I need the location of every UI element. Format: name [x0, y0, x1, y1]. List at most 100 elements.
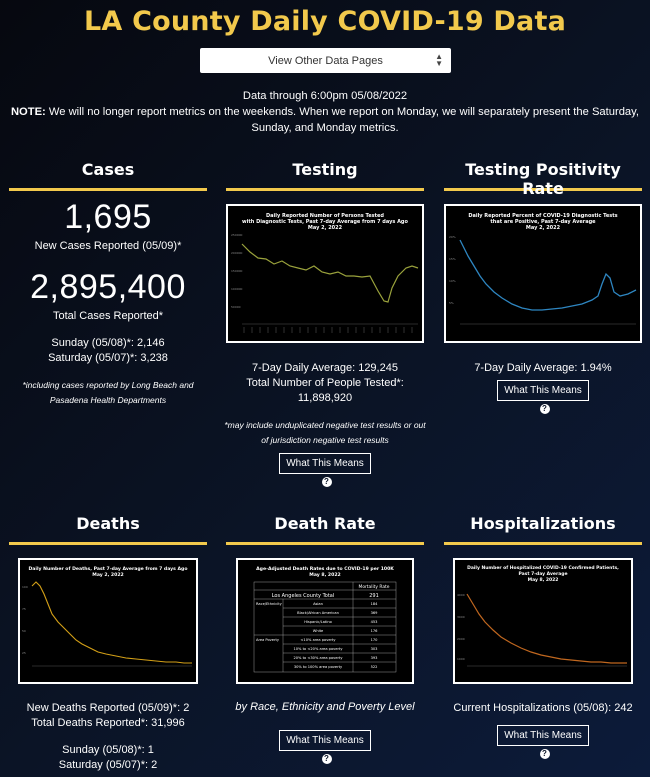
sunday-deaths: Sunday (05/08)*: 1 — [62, 744, 154, 756]
testing-section: Testing — [226, 160, 424, 191]
death-rate-section: Death Rate — [226, 514, 424, 545]
cases-section: Cases — [9, 160, 207, 191]
deaths-chart[interactable]: Daily Number of Deaths, Past 7-day Avera… — [18, 558, 198, 684]
svg-text:453: 453 — [371, 620, 378, 624]
select-arrows-icon: ▲ ▼ — [435, 52, 443, 68]
svg-text:Black/African American: Black/African American — [297, 611, 339, 615]
svg-text:170: 170 — [371, 638, 379, 642]
testing-button-label: What This Means — [286, 458, 364, 469]
death-rate-table-image[interactable]: Age-Adjusted Death Rates due to COVID-19… — [236, 558, 414, 684]
testing-heading: Testing — [292, 160, 358, 179]
positivity-section: Testing Positivity Rate — [444, 160, 642, 198]
positivity-underline — [444, 188, 642, 191]
svg-text:522: 522 — [371, 665, 378, 669]
hospitalizations-chart[interactable]: Daily Number of Hospitalized COVID-19 Co… — [453, 558, 633, 684]
positivity-what-this-means-button[interactable]: What This Means? — [497, 380, 589, 415]
svg-text:100000: 100000 — [231, 287, 243, 291]
page-title: LA County Daily COVID-19 Data — [84, 6, 566, 37]
hosp-what-this-means-button[interactable]: What This Means? — [497, 725, 589, 760]
hosp-chart-title-2: Past 7-day Average — [518, 571, 567, 577]
mortality-rate-header: Mortality Rate — [359, 584, 390, 590]
total-deaths: Total Deaths Reported*: 31,996 — [31, 717, 185, 729]
testing-chart-title-3: May 2, 2022 — [308, 225, 343, 231]
svg-text:10% to <20% area poverty: 10% to <20% area poverty — [293, 647, 343, 651]
death-rate-heading: Death Rate — [274, 514, 376, 533]
testing-average: 7-Day Daily Average: 129,245 — [252, 362, 398, 374]
svg-text:100: 100 — [22, 585, 28, 589]
svg-text:250000: 250000 — [231, 233, 243, 237]
question-icon: ? — [321, 477, 332, 488]
svg-text:184: 184 — [371, 602, 379, 606]
hosp-chart-title-1: Daily Number of Hospitalized COVID-19 Co… — [467, 565, 619, 571]
svg-text:1000: 1000 — [457, 657, 465, 661]
svg-text:15%: 15% — [449, 257, 456, 261]
testing-series-line — [241, 243, 419, 303]
deaths-series-line — [31, 581, 192, 664]
testing-what-this-means-button[interactable]: What This Means? — [279, 453, 371, 488]
svg-text:Asian: Asian — [313, 602, 323, 606]
svg-text:Race/Ethnicity: Race/Ethnicity — [256, 602, 283, 606]
deaths-underline — [9, 542, 207, 545]
positivity-button-label: What This Means — [504, 385, 582, 396]
hosp-chart-title-3: May 8, 2022 — [528, 577, 559, 583]
select-label: View Other Data Pages — [268, 54, 383, 67]
hosp-button-wrap: What This Means? — [444, 725, 642, 760]
svg-text:200000: 200000 — [231, 251, 243, 255]
hospitalizations-underline — [444, 542, 642, 545]
death-rate-button-wrap: What This Means? — [226, 730, 424, 765]
svg-text:20% to <30% area poverty: 20% to <30% area poverty — [293, 656, 343, 660]
svg-text:2000: 2000 — [457, 637, 465, 641]
positivity-chart[interactable]: Daily Reported Percent of COVID-19 Diagn… — [444, 204, 642, 343]
question-icon: ? — [539, 749, 550, 760]
svg-text:Hispanic/Latino: Hispanic/Latino — [304, 620, 332, 624]
new-cases-label: New Cases Reported (05/09)* — [34, 240, 182, 252]
note-body: We will no longer report metrics on the … — [48, 106, 640, 134]
svg-text:<10% area poverty: <10% area poverty — [300, 638, 336, 642]
death-rate-title-2: May 8, 2022 — [309, 572, 340, 578]
cases-underline — [9, 188, 207, 191]
cases-footnote: *including cases reported by Long Beach … — [22, 380, 194, 405]
svg-text:25: 25 — [22, 651, 26, 655]
positivity-heading: Testing Positivity Rate — [465, 160, 621, 198]
saturday-deaths: Saturday (05/07)*: 2 — [58, 759, 158, 771]
testing-total-value: 11,898,920 — [297, 392, 353, 404]
svg-text:369: 369 — [371, 611, 379, 615]
svg-text:3000: 3000 — [457, 615, 465, 619]
svg-text:White: White — [313, 629, 324, 633]
note-text: NOTE: We will no longer report metrics o… — [0, 104, 650, 136]
hosp-button-label: What This Means — [504, 730, 582, 741]
death-rate-what-this-means-button[interactable]: What This Means? — [279, 730, 371, 765]
deaths-chart-title-2: May 2, 2022 — [92, 572, 123, 578]
question-icon: ? — [321, 754, 332, 765]
testing-button-wrap: What This Means? — [226, 453, 424, 488]
positivity-series-line — [459, 239, 637, 311]
total-cases-label: Total Cases Reported* — [52, 310, 164, 322]
positivity-average: 7-Day Daily Average: 1.94% — [474, 362, 612, 374]
death-rate-button-label: What This Means — [286, 735, 364, 746]
hospitalizations-section: Hospitalizations — [444, 514, 642, 545]
positivity-chart-title-1: Daily Reported Percent of COVID-19 Diagn… — [468, 213, 617, 219]
testing-total-label: Total Number of People Tested*: — [246, 377, 404, 389]
cases-heading: Cases — [81, 160, 135, 179]
svg-text:20%: 20% — [449, 235, 456, 239]
svg-text:5%: 5% — [449, 301, 454, 305]
hospitalizations-heading: Hospitalizations — [470, 514, 616, 533]
svg-text:303: 303 — [371, 647, 378, 651]
question-icon: ? — [539, 404, 550, 415]
svg-text:75: 75 — [22, 607, 26, 611]
svg-text:150000: 150000 — [231, 269, 243, 273]
county-total-value: 291 — [369, 593, 379, 599]
svg-text:393: 393 — [371, 656, 378, 660]
data-pages-select[interactable]: View Other Data Pages ▲ ▼ — [200, 48, 451, 73]
positivity-chart-title-3: May 2, 2022 — [526, 225, 561, 231]
testing-chart-title-2: with Diagnostic Tests, Past 7-day Averag… — [242, 219, 408, 225]
county-total-label: Los Angeles County Total — [272, 593, 335, 599]
hosp-series-line — [466, 593, 627, 664]
death-rate-underline — [226, 542, 424, 545]
new-deaths: New Deaths Reported (05/09)*: 2 — [26, 702, 190, 714]
svg-text:4000: 4000 — [457, 593, 465, 597]
testing-underline — [226, 188, 424, 191]
testing-chart[interactable]: Daily Reported Number of Persons Tested … — [226, 204, 424, 343]
svg-text:Area Poverty: Area Poverty — [256, 638, 280, 642]
svg-text:176: 176 — [371, 629, 379, 633]
